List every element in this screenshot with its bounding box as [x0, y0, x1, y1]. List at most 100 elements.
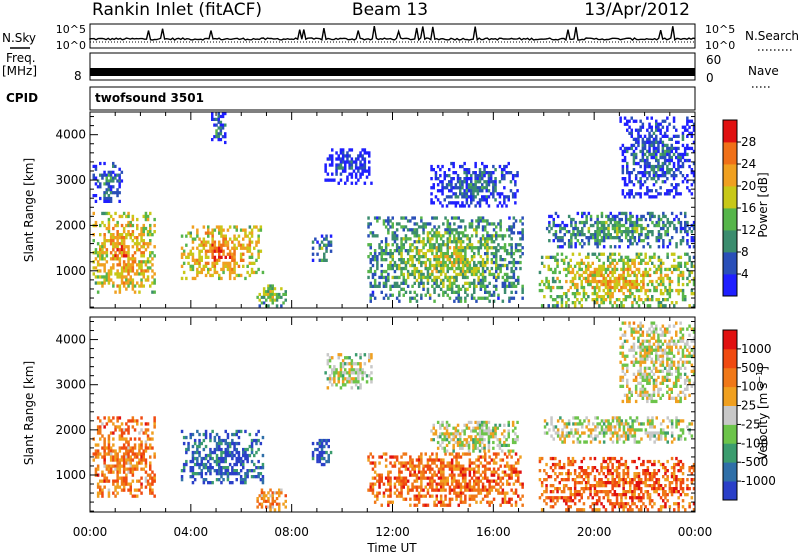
power-cell — [484, 240, 487, 244]
velocity-cell — [339, 353, 343, 357]
power-cell — [495, 246, 498, 250]
power-cell — [417, 252, 421, 256]
power-cell — [679, 158, 682, 163]
power-cell — [662, 279, 665, 284]
power-cell — [624, 230, 628, 234]
velocity-cell — [213, 459, 217, 464]
power-cell — [594, 242, 597, 246]
power-cell — [400, 249, 403, 253]
velocity-cell — [211, 466, 214, 470]
power-cell — [655, 180, 658, 184]
power-cell — [609, 276, 612, 281]
power-cell — [505, 195, 508, 199]
power-cell — [679, 223, 683, 228]
power-cell — [432, 183, 435, 187]
power-cell — [488, 299, 491, 303]
velocity-cell — [417, 500, 421, 504]
velocity-cell — [127, 431, 130, 435]
power-cell — [99, 182, 102, 186]
power-cell — [112, 257, 115, 261]
power-cell — [454, 201, 458, 205]
velocity-cell — [120, 488, 124, 492]
power-cell — [318, 246, 322, 250]
power-cell — [501, 281, 505, 285]
power-cell — [634, 192, 638, 196]
velocity-cell — [371, 455, 375, 459]
velocity-cell — [138, 443, 141, 447]
power-cell — [651, 230, 654, 234]
power-cell — [211, 231, 214, 235]
power-cell — [692, 161, 696, 166]
power-cell — [668, 155, 671, 160]
power-cell — [193, 276, 197, 281]
power-cell — [448, 240, 452, 244]
velocity-cell — [116, 458, 119, 462]
power-cell — [271, 298, 274, 302]
velocity-cell — [248, 453, 252, 458]
velocity-cell — [278, 502, 281, 506]
velocity-cell — [191, 450, 195, 455]
power-cell — [198, 249, 201, 253]
power-cell — [644, 267, 647, 272]
power-cell — [140, 266, 143, 270]
power-cell — [512, 231, 516, 235]
power-cell — [596, 230, 599, 234]
power-cell — [641, 140, 645, 144]
power-cell — [144, 278, 148, 282]
power-cell — [311, 246, 315, 250]
power-cell — [622, 267, 625, 272]
power-cell — [641, 143, 645, 148]
power-cell — [596, 226, 599, 231]
power-cell — [663, 161, 667, 166]
velocity-cell — [103, 458, 106, 462]
velocity-cell — [151, 479, 154, 483]
power-cell — [361, 163, 364, 167]
power-cell — [459, 252, 463, 256]
power-cell — [624, 267, 628, 272]
velocity-cell — [357, 371, 360, 375]
velocity-cell — [259, 478, 263, 482]
power-cell — [618, 226, 621, 231]
power-cell — [257, 249, 260, 253]
power-cell — [94, 248, 98, 252]
power-cell — [442, 281, 445, 285]
power-cell — [448, 255, 452, 259]
power-cell — [329, 243, 333, 247]
velocity-cell — [213, 450, 217, 455]
power-cell — [587, 273, 590, 278]
power-cell — [94, 266, 98, 270]
power-cell — [510, 281, 513, 285]
velocity-cell — [376, 479, 379, 483]
power-cell — [607, 236, 610, 240]
power-cell — [635, 267, 639, 272]
power-cell — [109, 176, 113, 180]
power-cell — [512, 275, 516, 280]
power-cell — [675, 149, 678, 154]
power-cell — [677, 146, 680, 151]
power-cell — [446, 237, 449, 241]
power-cell — [433, 243, 436, 247]
power-cell — [677, 183, 680, 187]
velocity-cell — [129, 455, 132, 459]
velocity-cell — [446, 479, 449, 483]
velocity-cell — [398, 467, 401, 471]
power-cell — [144, 248, 148, 252]
velocity-cell — [114, 428, 117, 432]
power-cell — [648, 195, 651, 199]
velocity-cell — [136, 422, 139, 426]
velocity-cell — [198, 466, 201, 470]
power-cell — [435, 258, 438, 262]
velocity-cell — [453, 455, 456, 459]
power-cell — [435, 252, 438, 256]
power-cell — [548, 239, 551, 243]
velocity-cell — [120, 434, 124, 438]
power-cell — [328, 154, 332, 158]
power-cell — [578, 301, 581, 305]
power-cell — [217, 117, 220, 121]
power-cell — [618, 239, 621, 243]
power-cell — [666, 189, 669, 193]
power-cell — [220, 255, 223, 259]
power-cell — [191, 276, 195, 281]
power-cell — [585, 220, 588, 225]
